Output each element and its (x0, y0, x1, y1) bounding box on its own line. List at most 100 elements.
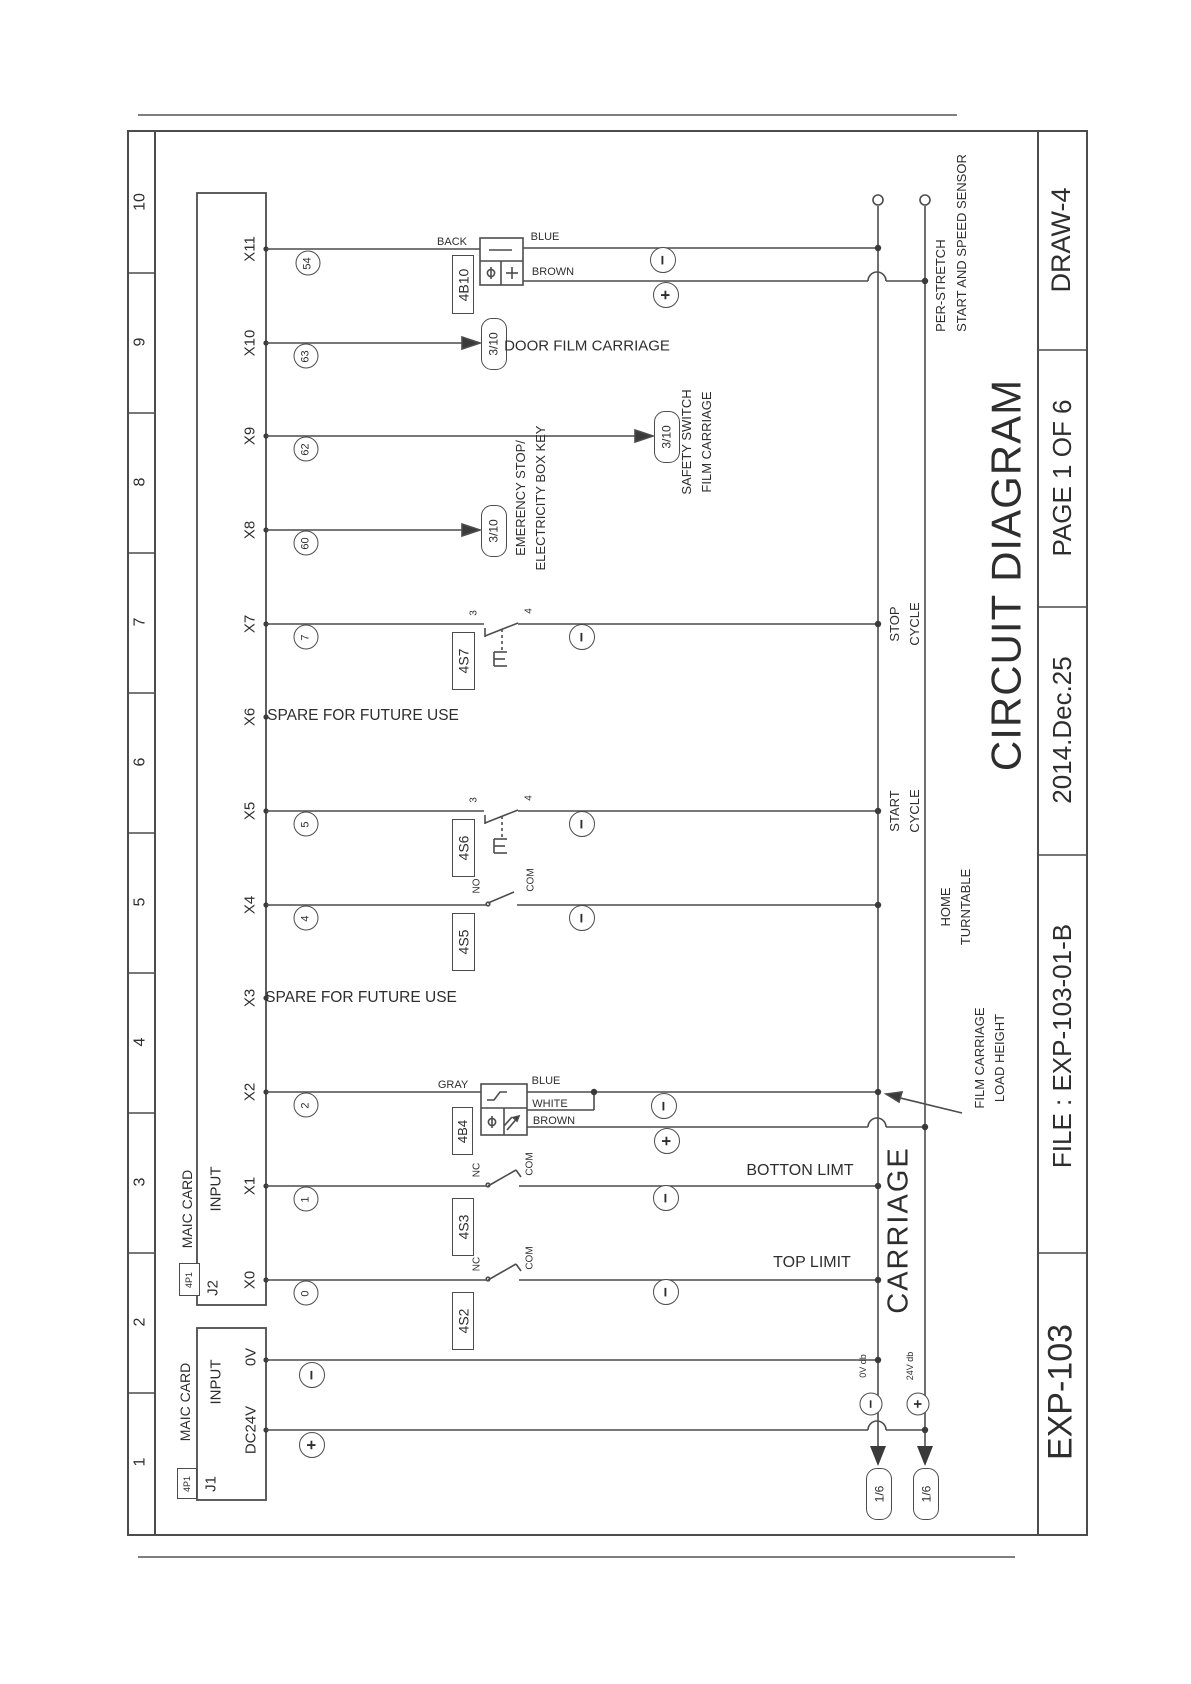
title-draw-no: DRAW-4 (1046, 187, 1077, 293)
annotation-home-turntable: HOME TURNTABLE (937, 868, 973, 946)
page-rules (138, 114, 1015, 1558)
page-ref-24v: 1/6 (913, 1468, 939, 1520)
wire-number-x4: 4 (293, 905, 319, 931)
title-project: EXP-103 (1041, 1323, 1080, 1461)
junction-dots (590, 244, 929, 1434)
row-x0-nc-switch-4s2 (266, 1263, 878, 1282)
row-x2-sensor-4b4 (266, 1083, 963, 1136)
device-4b4: 4B4 (452, 1107, 473, 1155)
connector-j2-tag: 4P1 (179, 1263, 200, 1296)
sheet-ref-x8: 3/10 (481, 505, 507, 557)
device-4s2: 4S2 (452, 1292, 474, 1350)
device-4s3: 4S3 (452, 1198, 474, 1256)
polarity-minus-x11: − (650, 247, 676, 273)
wire-number-x7: 7 (293, 624, 319, 650)
pin-label-x8: X8 (241, 520, 259, 540)
device-4s6: 4S6 (452, 819, 475, 877)
frame-column-9: 9 (131, 337, 149, 347)
contact-com-x4: COM (525, 868, 537, 892)
annotation-top-limit: TOP LIMIT (773, 1254, 851, 1271)
frame-column-8: 8 (131, 477, 149, 487)
contact-com-x0: COM (524, 1246, 536, 1270)
page-ref-0v: 1/6 (866, 1468, 892, 1520)
power-buses (872, 194, 931, 1448)
sheet-ref-x10: 3/10 (481, 318, 507, 370)
polarity-minus-x4: − (569, 905, 595, 931)
label-24v-db: 24V db (905, 1351, 916, 1381)
annotation-load-height: FILM CARRIAGE LOAD HEIGHT (971, 1007, 1007, 1109)
device-4b10: 4B10 (452, 255, 474, 314)
frame-column-7: 7 (131, 617, 149, 627)
title-date: 2014.Dec.25 (1046, 656, 1077, 804)
wire-number-x11: 54 (295, 250, 321, 276)
device-4s7: 4S7 (452, 632, 475, 690)
frame-column-5: 5 (131, 897, 149, 907)
frame-column-10: 10 (131, 193, 149, 211)
annotation-safety-switch: SAFETY SWITCH FILM CARRIAGE (678, 389, 714, 495)
connector-j2-card: MAIC CARD (179, 1169, 196, 1249)
connector-j1-tag: 4P1 (177, 1468, 197, 1499)
label-back: BACK (437, 236, 467, 248)
pin-label-0v: 0V (242, 1347, 260, 1367)
connector-j2-tag-label: 4P1 (184, 1271, 195, 1288)
wire-number-x5: 5 (293, 811, 319, 837)
pin-label-x6: X6 (241, 707, 259, 727)
pin-label-x0: X0 (241, 1270, 259, 1290)
wire-number-x8: 60 (293, 530, 319, 556)
contact-nc-x1: NC (471, 1162, 483, 1178)
frame-ticks (128, 272, 1087, 1394)
title-drawing-title: CIRCUIT DIAGRAM (982, 378, 1030, 772)
title-page: PAGE 1 OF 6 (1046, 399, 1077, 557)
connector-outlines (196, 192, 267, 1501)
row-x1-nc-switch-4s3 (266, 1169, 878, 1188)
label-blue-4b10: BLUE (530, 231, 560, 243)
polarity-plus-x2: + (654, 1128, 680, 1154)
annotation-emergency-stop: EMERENCY STOP/ ELECTRICITY BOX KEY (512, 425, 548, 571)
wire-number-x0: 0 (293, 1280, 319, 1306)
frame-column-3: 3 (131, 1177, 149, 1187)
connector-j1-id: J1 (202, 1476, 220, 1492)
rows-x10-x9-x8 (266, 335, 656, 538)
annotation-spare-x3: SPARE FOR FUTURE USE (265, 989, 457, 1006)
pin-label-x2: X2 (241, 1082, 259, 1102)
wire-number-x1: 1 (293, 1186, 319, 1212)
label-gray-4b4: GRAY (437, 1079, 469, 1091)
label-white-4b4: WHITE (532, 1098, 568, 1110)
polarity-minus-j1-0v: − (299, 1362, 325, 1388)
contact-nc-x0: NC (471, 1256, 483, 1272)
frame-column-1: 1 (131, 1457, 149, 1467)
sheet-ref-x9: 3/10 (654, 411, 680, 463)
row-x11-sensor-4b10 (266, 237, 925, 286)
rows-j1-power (266, 1359, 925, 1431)
connector-j2-id: J2 (204, 1280, 222, 1296)
polarity-minus-x1: − (653, 1185, 679, 1211)
pin-label-x7: X7 (241, 614, 259, 634)
pin-label-x4: X4 (241, 895, 259, 915)
pin-label-x9: X9 (241, 426, 259, 446)
pin-label-x11: X11 (241, 236, 259, 262)
label-brown-4b10: BROWN (531, 266, 575, 278)
pin-label-dc24v: DC24V (242, 1405, 260, 1455)
wire-number-x10: 63 (293, 343, 319, 369)
row-x4-limit-switch-4s5 (266, 891, 878, 907)
frame-column-4: 4 (131, 1037, 149, 1047)
polarity-minus-x2: − (651, 1093, 677, 1119)
polarity-minus-x0: − (653, 1279, 679, 1305)
connector-j1-role: INPUT (207, 1359, 225, 1405)
annotation-door-film-carriage: DOOR FILM CARRIAGE (504, 337, 670, 355)
pin-label-x5: X5 (241, 801, 259, 821)
pin-label-x3: X3 (241, 988, 259, 1008)
annotation-prestretch-sensor: PER-STRETCH START AND SPEED SENSOR (933, 154, 969, 332)
contact-com-x1: COM (524, 1152, 536, 1176)
polarity-plus-j1-dc24v: + (299, 1432, 325, 1458)
polarity-minus-bus-0v: − (859, 1392, 883, 1416)
frame-column-2: 2 (131, 1317, 149, 1327)
annotation-carriage: CARRIAGE (882, 1146, 915, 1314)
frame-column-6: 6 (131, 757, 149, 767)
wire-number-x9: 62 (293, 436, 319, 462)
pin-label-x1: X1 (241, 1176, 259, 1196)
polarity-minus-x5: − (569, 811, 595, 837)
connector-j2-role: INPUT (207, 1166, 225, 1212)
